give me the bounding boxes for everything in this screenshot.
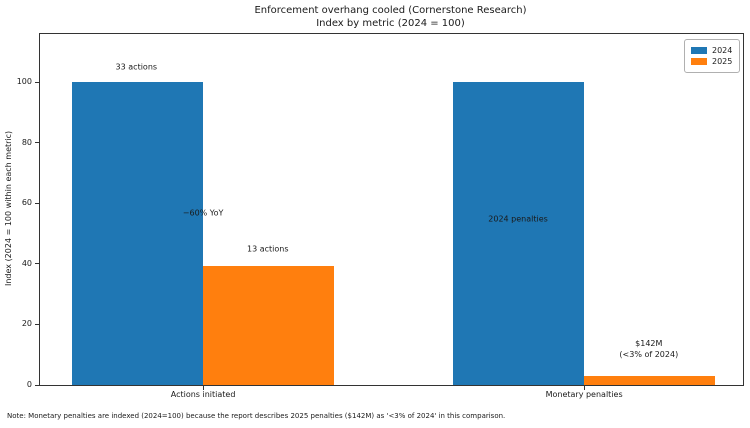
plot-area: 0 20 40 60 80 100 Actions initiated Monetary pe… (17, 33, 744, 399)
chart-title: Enforcement overhang cooled (Cornerstone… (254, 5, 527, 16)
legend-swatch-2024 (691, 47, 707, 54)
y-tick-mark (35, 202, 39, 204)
annotation: 33 actions (115, 62, 158, 72)
annotation: 2024 penalties (488, 214, 548, 224)
bar-2024-monetary-penalties (453, 82, 585, 385)
y-tick-label: 80 (21, 137, 32, 147)
y-tick-mark (35, 384, 39, 386)
footnote: Note: Monetary penalties are indexed (20… (7, 412, 506, 420)
bar-2025-monetary-penalties (584, 375, 715, 385)
y-tick-label: 20 (21, 319, 32, 329)
legend-label: 2025 (712, 57, 733, 66)
chart-title-block: Enforcement overhang cooled (Cornerstone… (39, 4, 742, 30)
legend-label: 2024 (712, 46, 733, 55)
y-tick-mark (35, 81, 39, 83)
y-tick-label: 0 (26, 380, 32, 389)
x-tick-label: Monetary penalties (545, 390, 623, 399)
annotation: $142M (<3% of 2024) (619, 338, 679, 359)
y-tick-mark (35, 142, 39, 144)
chart-subtitle: Index by metric (2024 = 100) (316, 18, 465, 29)
annotation: 13 actions (247, 244, 289, 254)
y-tick-label: 40 (21, 258, 32, 268)
legend-entry-2025: 2025 (691, 57, 732, 66)
legend: 2024 2025 (684, 39, 741, 73)
x-tick-mark (583, 386, 585, 390)
y-tick-mark (35, 263, 39, 265)
bar-2025-actions-initiated (203, 265, 334, 385)
x-tick-mark (202, 386, 204, 390)
bar-2024-actions-initiated (72, 82, 204, 385)
y-tick-label: 60 (21, 198, 32, 208)
y-tick-label: 100 (16, 77, 32, 87)
annotation: −60% YoY (182, 208, 224, 218)
y-tick-mark (35, 323, 39, 325)
legend-entry-2024: 2024 (691, 46, 732, 55)
legend-swatch-2025 (691, 58, 707, 65)
x-tick-label: Actions initiated (170, 390, 236, 399)
